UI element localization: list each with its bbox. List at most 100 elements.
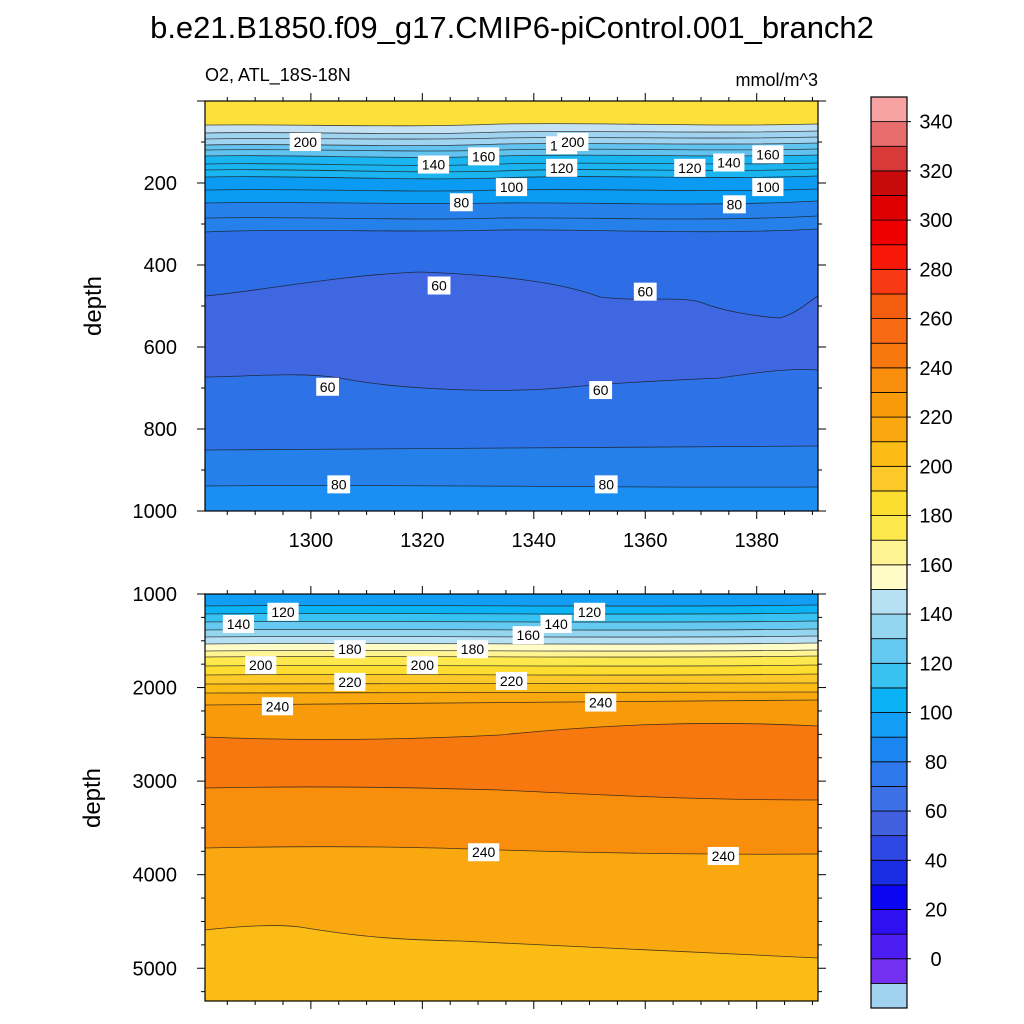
contour-label-box [752,145,784,164]
colorbar-label: 80 [925,752,947,774]
colorbar-box [870,293,908,319]
colorbar-box [870,195,908,221]
colorbar-label: 0 [930,949,941,971]
colorbar-label: 180 [919,506,952,528]
contour-label-box [495,178,528,197]
lower-ytick-label: 4000 [133,865,178,887]
colorbar-box [870,810,908,837]
upper-xtick-label: 1300 [289,530,334,552]
colorbar-label: 60 [925,801,947,823]
upper-xtick-label: 1360 [623,530,668,552]
colorbar-box [870,121,908,147]
contour-label: 180 [461,641,485,657]
contour-label-box [573,602,606,621]
lower-contour-fill [205,594,818,1001]
colorbar-box [870,712,908,738]
colorbar-box [870,490,908,516]
contour-label-box [512,626,544,645]
colorbar-label: 160 [919,555,952,577]
contour-label-box [674,158,706,177]
colorbar-label: 120 [919,653,952,675]
lower-ylabel: depth [79,768,106,828]
contour-label: 240 [589,695,613,711]
contour-label: 200 [411,657,435,673]
contour-label: 100 [756,179,780,195]
colorbar-box [870,687,908,713]
contour-label: 120 [578,604,602,620]
contour-label-box [540,614,572,633]
contour-label: 200 [561,134,585,150]
upper-ylabel: depth [80,276,107,336]
contour-label: 60 [320,379,336,395]
contour-label-box [594,475,618,494]
figure-title: b.e21.B1850.f09_g17.CMIP6-piControl.001_… [150,10,874,45]
contour-label-box [723,195,746,214]
contour-label-box [707,846,739,865]
contour-label-box [468,843,500,862]
colorbar-box [870,835,908,861]
contour-label-box [327,475,351,494]
colorbar-box [870,96,908,123]
colorbar-box [870,219,908,246]
contour-label-box [752,178,784,197]
colorbar-box [870,170,908,196]
contour-label-box [417,155,450,174]
colorbar-box [870,662,908,689]
lower-ytick-label: 3000 [133,771,178,793]
contour-label-box [316,377,339,396]
colorbar-label: 220 [919,407,952,429]
colorbar-box [870,244,908,270]
upper-xtick-label: 1320 [400,530,445,552]
contour-label-box [334,640,366,659]
contour-label-box [334,672,366,691]
contour-label-box [546,158,578,177]
colorbar-box [870,441,908,467]
variable-label: O2, ATL_18S-18N [205,65,351,86]
colorbar-box [870,539,908,566]
upper-ytick-label: 400 [144,255,177,277]
contour-label: 160 [472,148,496,164]
contour-label: 160 [756,146,780,162]
colorbar: 0 20 40 60 80 100 120 140 160 180 200 220 240 260 280 3… [870,96,953,1009]
upper-ytick-label: 1000 [133,501,178,523]
contour-label: 120 [678,160,702,176]
contour-label: 60 [431,278,447,294]
colorbar-label: 280 [919,259,952,281]
contour-label: 240 [472,844,496,860]
upper-ytick-label: 600 [144,337,177,359]
contour-label-box [245,656,277,675]
upper-ytick-label: 200 [144,173,177,195]
colorbar-box [870,736,908,763]
contour-label-box [557,133,589,151]
colorbar-box [870,392,908,418]
contour-label: 200 [294,134,318,150]
contour-label-box [406,656,438,675]
contour-label: 60 [637,284,653,300]
contour-label: 160 [517,627,541,643]
contour-label: 140 [544,616,568,632]
colorbar-box [870,859,908,886]
contour-label-box [449,193,473,212]
contour-label-box [427,276,451,295]
colorbar-box [870,958,908,984]
colorbar-label: 200 [919,456,952,478]
colorbar-box [870,884,908,910]
contour-label-box [289,133,321,151]
colorbar-box [870,564,908,590]
contour-label: 200 [249,657,273,673]
contour-label: 80 [727,196,743,212]
colorbar-box [870,589,908,615]
contour-label: 220 [338,674,362,690]
units-label: mmol/m^3 [736,70,818,90]
contour-label: 220 [500,673,524,689]
colorbar-box [870,786,908,812]
colorbar-box [870,933,908,960]
upper-panel: 2001802001601601401401201201001008080606… [80,93,826,552]
colorbar-box [870,638,908,664]
contour-label: 140 [422,157,446,173]
lower-ytick-label: 1000 [133,584,178,606]
contour-label: 100 [500,179,524,195]
colorbar-label: 300 [919,210,952,232]
